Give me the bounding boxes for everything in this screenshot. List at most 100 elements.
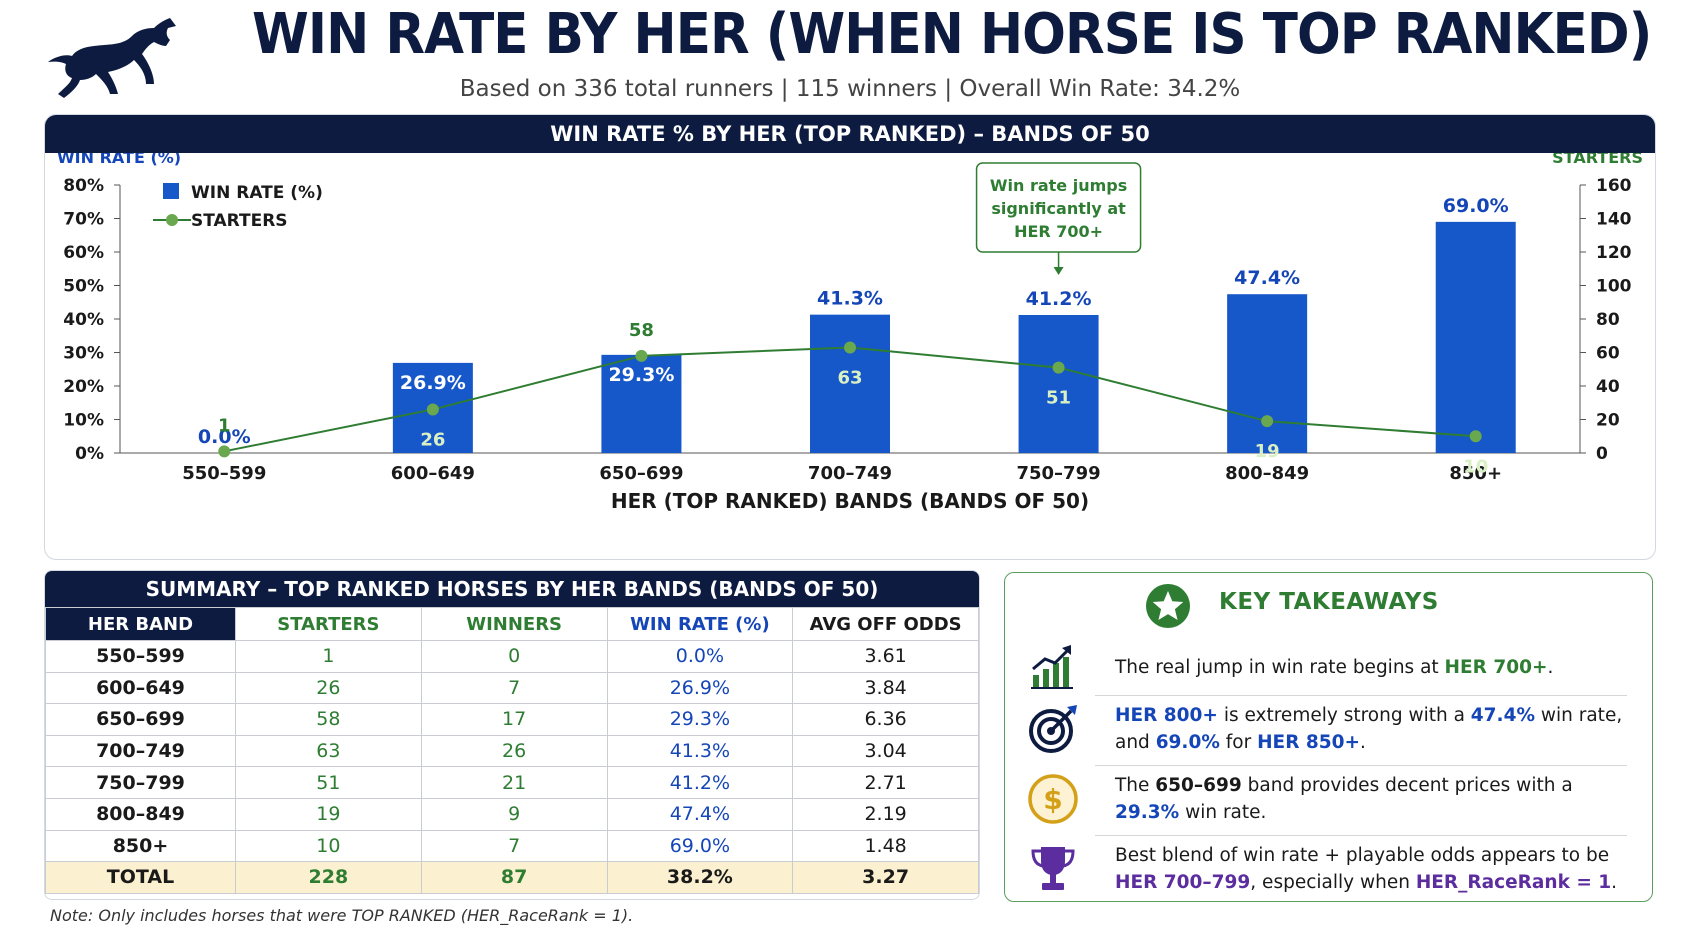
divider: [1095, 765, 1627, 766]
x-tick-label: 750–799: [1016, 463, 1100, 484]
table-cell-odds: 3.84: [792, 671, 979, 705]
summary-table: HER BAND STARTERS WINNERS WIN RATE (%) A…: [45, 607, 979, 894]
takeaway-text: The real jump in win rate begins at HER …: [1115, 656, 1554, 678]
col-header-starters: STARTERS: [235, 607, 422, 641]
starters-point: [426, 403, 439, 416]
starters-point: [1261, 415, 1274, 428]
col-header-avg-odds: AVG OFF ODDS: [792, 607, 979, 641]
table-cell-odds: 3.04: [792, 734, 979, 768]
table-cell-odds: 1.48: [792, 829, 979, 863]
table-cell-winrate: 26.9%: [606, 671, 794, 705]
table-cell-winrate: 47.4%: [606, 797, 794, 831]
starters-value-label: 19: [1255, 441, 1280, 462]
horse-logo-icon: [48, 18, 176, 98]
table-cell-band: 550–599: [45, 640, 236, 673]
table-cell-starters: 26: [235, 671, 422, 705]
bar-value-label: 41.3%: [817, 288, 883, 310]
annotation-arrow-head: [1053, 267, 1064, 275]
table-cell-winrate: 41.2%: [606, 766, 794, 799]
legend-bar-swatch: [163, 183, 179, 199]
y-tick-label-right: 20: [1596, 411, 1620, 431]
footnote: Note: Only includes horses that were TOP…: [50, 906, 634, 925]
table-cell-winrate: 38.2%: [606, 861, 794, 894]
starters-point: [635, 349, 648, 362]
col-header-win-rate: WIN RATE (%): [606, 607, 794, 641]
table-cell-odds: 6.36: [792, 703, 979, 736]
table-cell-odds: 3.27: [792, 861, 979, 894]
summary-body: 550–599 1 0 0.0% 3.61 600–649 26 7 26.9% 3.84 650–…: [45, 640, 979, 894]
starters-value-label: 26: [420, 429, 445, 450]
y-tick-label-left: 70%: [63, 210, 104, 230]
y-tick-label-right: 60: [1596, 344, 1620, 364]
y-tick-label-right: 140: [1596, 210, 1632, 230]
table-cell-starters: 58: [235, 703, 422, 736]
table-cell-band: 650–699: [45, 703, 236, 736]
table-cell-starters: 19: [235, 797, 422, 831]
takeaway-text: Best blend of win rate + playable odds a…: [1115, 845, 1618, 893]
legend-line-label: STARTERS: [191, 211, 288, 231]
dollar-coin-icon: $: [1028, 774, 1078, 824]
bar-growth-icon: [1031, 645, 1073, 689]
table-cell-winners: 26: [420, 734, 608, 768]
table-cell-band: TOTAL: [45, 861, 236, 894]
table-cell-winrate: 29.3%: [606, 703, 794, 736]
table-cell-band: 600–649: [45, 671, 236, 705]
legend-line-marker: [166, 214, 178, 226]
x-tick-label: 550–599: [182, 463, 266, 484]
table-cell-band: 700–749: [45, 734, 236, 768]
starters-point: [218, 445, 231, 458]
summary-panel: SUMMARY – TOP RANKED HORSES BY HER BANDS…: [44, 570, 980, 900]
starters-point: [1052, 361, 1065, 374]
takeaway-item: The real jump in win rate begins at HER …: [1025, 639, 1625, 695]
combo-chart: WIN RATE (%) STARTERS 0% 10% 20% 30% 40% 50% 60%…: [57, 148, 1643, 513]
table-cell-odds: 2.71: [792, 766, 979, 799]
x-tick-label: 650–699: [599, 463, 683, 484]
starters-value-label: 58: [629, 320, 654, 341]
annotation-text: HER 700+: [1014, 222, 1103, 241]
table-cell-band: 750–799: [45, 766, 236, 799]
starters-value-label: 63: [837, 367, 862, 388]
starters-value-label: 1: [218, 415, 231, 436]
x-tick-label: 850+: [1449, 463, 1502, 484]
bar-value-label: 41.2%: [1026, 288, 1092, 310]
table-row: 650–699 58 17 29.3% 6.36: [45, 703, 979, 736]
bar: [601, 354, 682, 453]
svg-text:$: $: [1043, 783, 1062, 816]
takeaway-text: The 650–699 band provides decent prices …: [1115, 775, 1573, 823]
takeaways-title: KEY TAKEAWAYS: [1219, 589, 1439, 615]
table-row: 850+ 10 7 69.0% 1.48: [45, 829, 979, 863]
bar-value-label: 47.4%: [1234, 267, 1300, 289]
y-tick-label-left: 0%: [75, 444, 104, 464]
table-cell-starters: 228: [235, 861, 422, 894]
table-cell-winrate: 69.0%: [606, 829, 794, 863]
table-cell-starters: 1: [235, 640, 422, 673]
table-cell-starters: 63: [235, 734, 422, 768]
table-cell-winners: 7: [420, 671, 608, 705]
annotation-text: Win rate jumps: [990, 176, 1127, 195]
bar-value-label: 69.0%: [1443, 195, 1509, 217]
divider: [1095, 835, 1627, 836]
y-tick-label-left: 30%: [63, 344, 104, 364]
y-tick-label-right: 100: [1596, 277, 1632, 297]
table-row: 750–799 51 21 41.2% 2.71: [45, 766, 979, 799]
page-title: WIN RATE BY HER (WHEN HORSE IS TOP RANKE…: [252, 2, 1652, 67]
bar: [1018, 314, 1099, 453]
y-tick-label-right: 80: [1596, 310, 1620, 330]
page-subtitle: Based on 336 total runners | 115 winners…: [459, 76, 1241, 102]
y-tick-label-right: 40: [1596, 377, 1620, 397]
table-cell-winners: 7: [420, 829, 608, 863]
takeaway-text: HER 800+ is extremely strong with a 47.4…: [1115, 705, 1623, 753]
bar-value-label: 0.0%: [198, 426, 251, 448]
y-tick-label-left: 40%: [63, 310, 104, 330]
table-row: 550–599 1 0 0.0% 3.61: [45, 640, 979, 673]
star-badge-icon: [1146, 584, 1190, 628]
table-header-row: HER BAND STARTERS WINNERS WIN RATE (%) A…: [45, 607, 979, 641]
x-axis-title: HER (TOP RANKED) BANDS (BANDS OF 50): [611, 489, 1089, 513]
table-cell-starters: 51: [235, 766, 422, 799]
annotation-text: significantly at: [991, 199, 1126, 218]
takeaway-item: $ The 650–699 band provides decent price…: [1025, 771, 1625, 827]
y-tick-label-left: 10%: [63, 411, 104, 431]
table-row: 800–849 19 9 47.4% 2.19: [45, 797, 979, 831]
divider: [1095, 695, 1627, 696]
starters-point: [1469, 430, 1482, 443]
